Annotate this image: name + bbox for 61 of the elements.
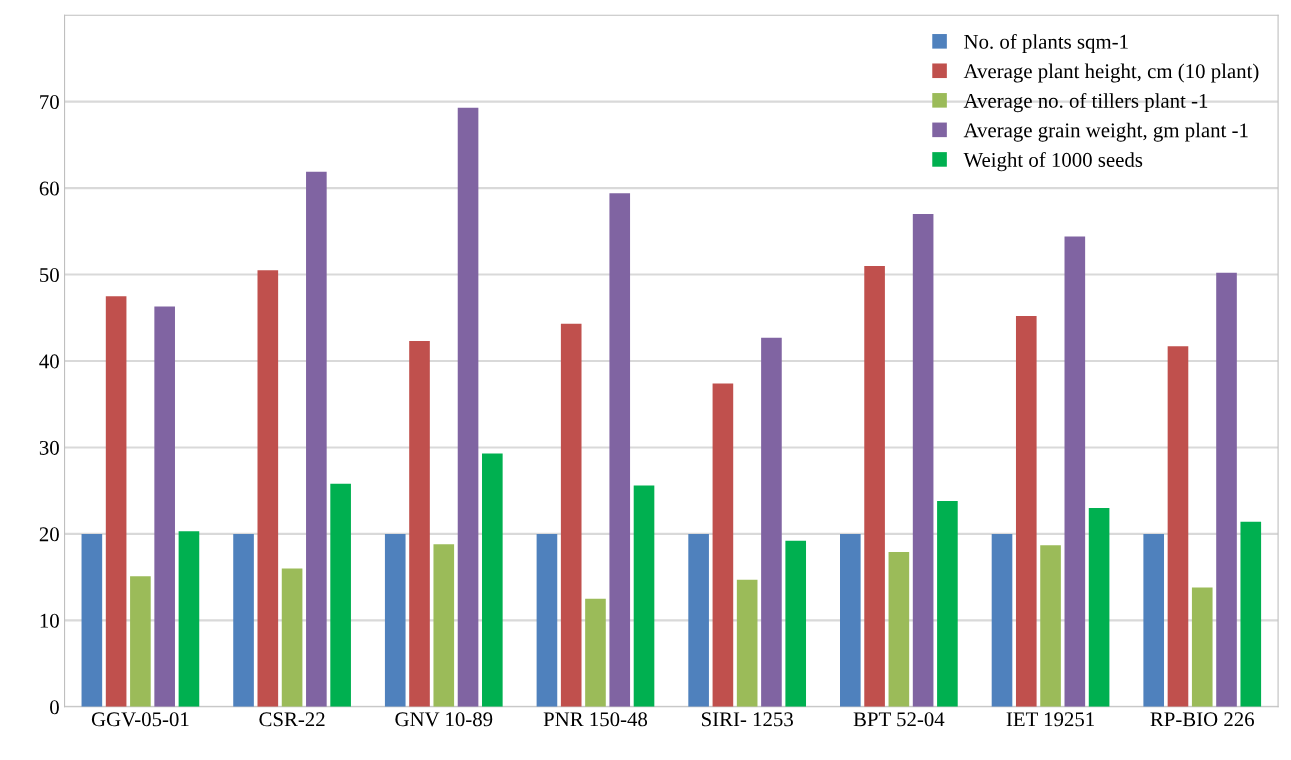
bar [1015,316,1037,707]
legend-label: Average grain weight, gm plant -1 [963,122,1248,142]
bar [1088,507,1110,707]
y-tick-label: 40 [39,354,59,369]
y-tick-label: 0 [50,700,59,715]
bar [330,483,351,707]
x-tick-label: GNV 10-89 [395,712,493,727]
x-tick-label: SIRI- 1253 [701,712,793,727]
bar [281,568,303,707]
bar [912,214,934,707]
bar [1240,521,1262,707]
y-tick-label: 20 [39,527,59,542]
bar [105,296,127,707]
bar [688,533,709,707]
bar [482,453,503,707]
bar [888,552,910,707]
bar [1191,587,1213,707]
x-tick-label: BPT 52-04 [853,712,945,727]
bar [736,579,758,707]
bar [233,533,254,707]
bar [991,533,1013,707]
bar [178,531,200,707]
bar [712,383,734,707]
legend-label: Average no. of tillers plant -1 [963,92,1208,113]
bar [585,598,606,707]
bar [433,544,455,707]
bar [536,533,558,707]
x-tick-label: CSR-22 [259,712,325,727]
x-tick-label: IET 19251 [1006,712,1094,727]
bar [785,540,807,707]
y-tick-label: 30 [39,440,59,455]
bar [840,533,861,707]
bar [1216,272,1237,707]
bar [1143,533,1165,707]
bar [81,533,103,707]
y-tick-label: 60 [39,181,59,196]
bar [761,337,782,707]
legend-label: Average plant height, cm (10 plant) [963,63,1259,83]
bar [257,270,279,707]
bar [457,107,479,707]
y-tick-label: 50 [40,267,59,282]
bar [633,485,655,707]
bar [306,171,327,707]
bar [1167,346,1189,707]
bar [409,341,430,707]
y-tick-label: 70 [40,95,59,110]
legend-label: Weight of 1000 seeds [963,152,1143,172]
bar [1064,236,1086,707]
bar [609,193,631,707]
x-tick-label: RP-BIO 226 [1150,712,1254,727]
y-tick-label: 10 [40,613,59,628]
x-tick-label: PNR 150-48 [543,712,648,727]
bar [154,306,175,707]
x-tick-label: GGV-05-01 [91,712,189,727]
bar [384,533,406,707]
bar [130,576,151,707]
legend-label: No. of plants sqm-1 [964,33,1128,54]
bar [1040,545,1061,707]
bar [864,265,885,707]
bar [560,323,582,707]
bar [937,501,958,707]
